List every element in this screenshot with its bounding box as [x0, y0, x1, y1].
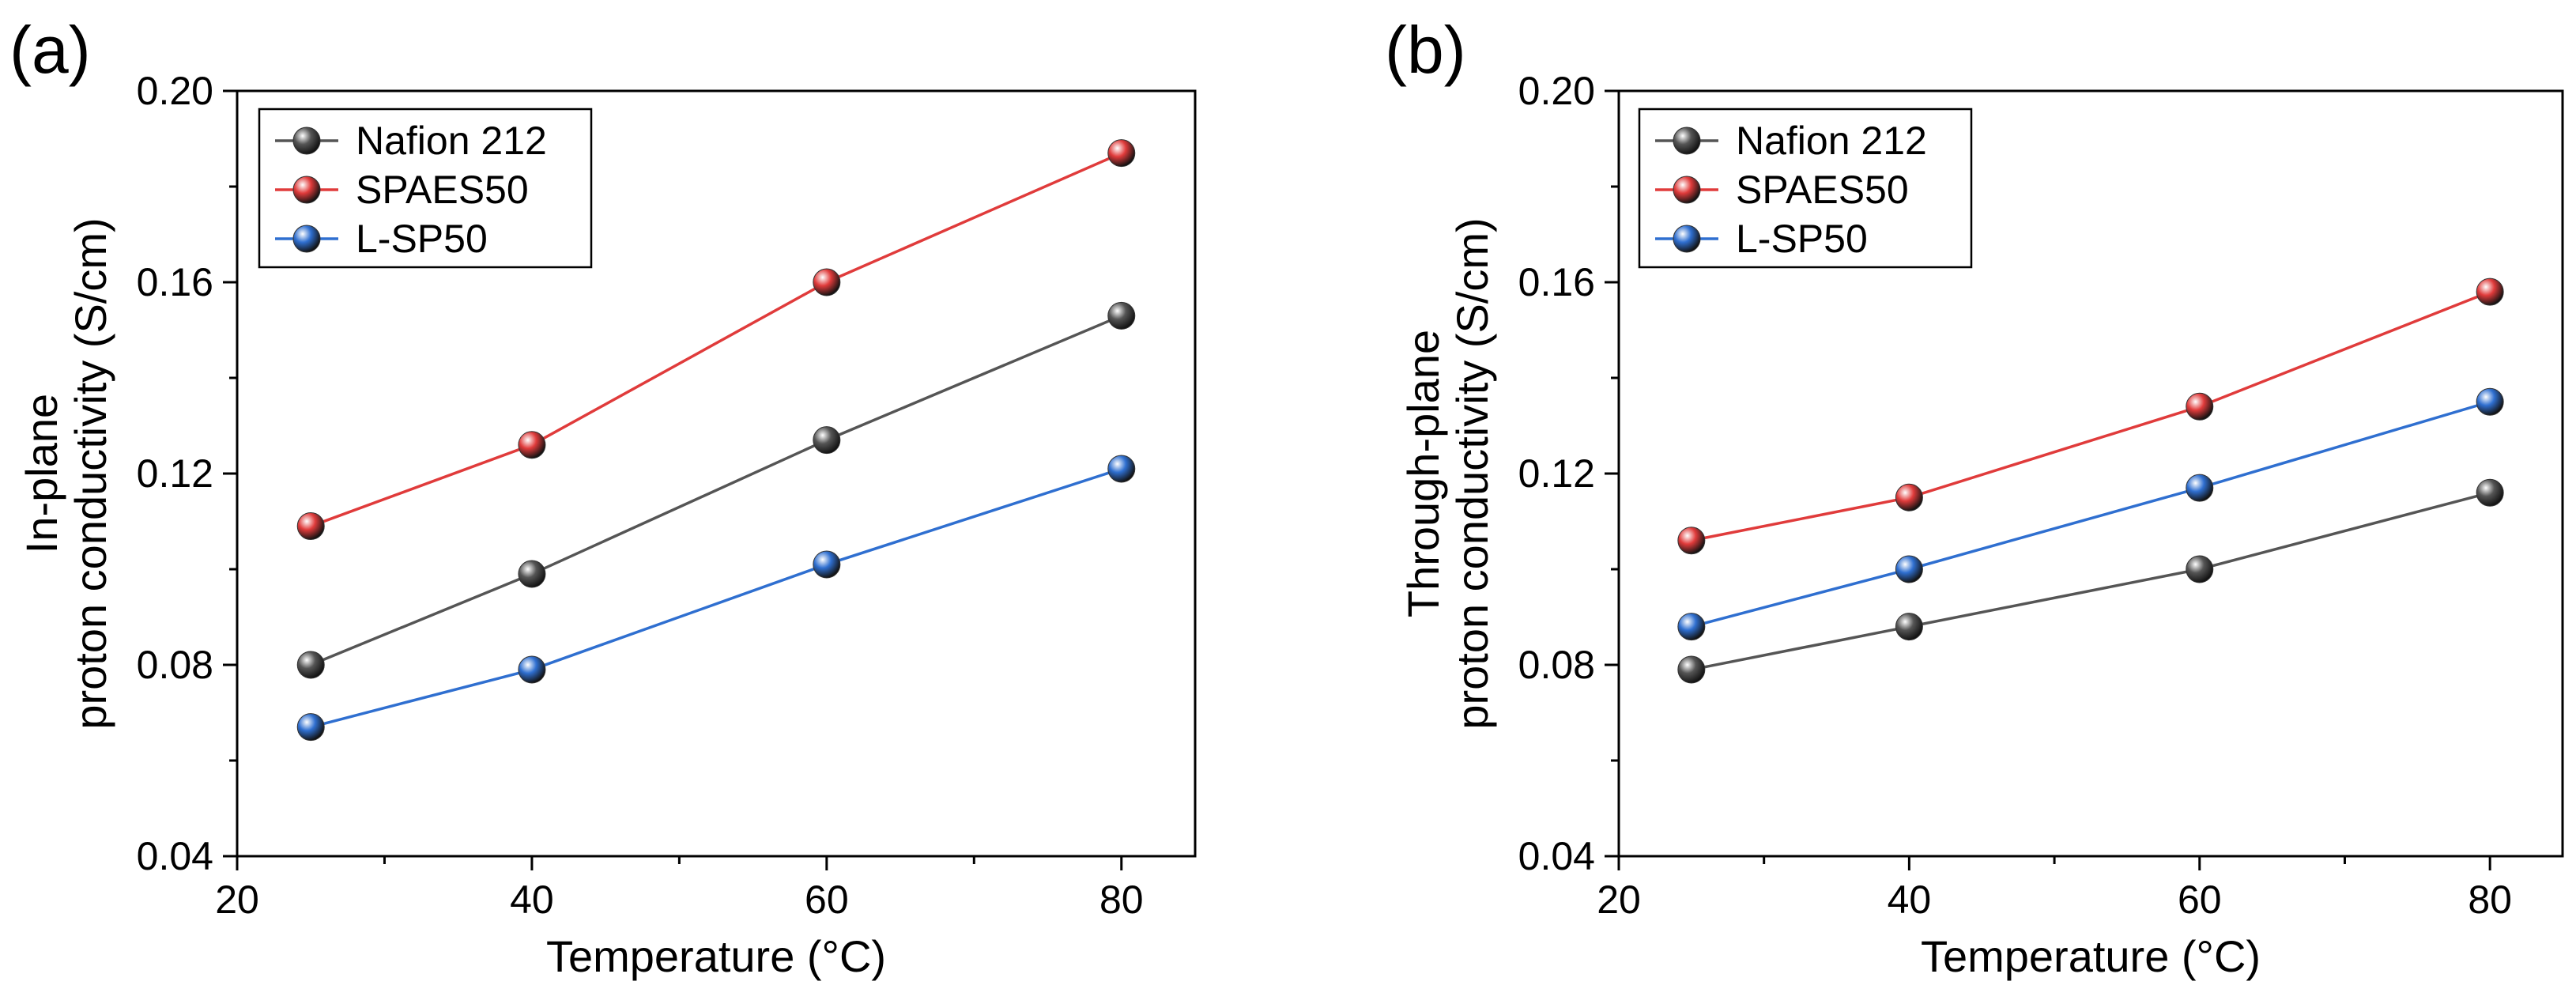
data-point — [296, 512, 325, 541]
data-point — [518, 431, 546, 459]
data-point — [296, 713, 325, 742]
y-tick-label: 0.08 — [1518, 643, 1595, 687]
x-tick-label: 80 — [2468, 878, 2512, 922]
y-tick-label: 0.04 — [1518, 834, 1595, 878]
data-point — [2186, 555, 2214, 583]
y-tick-label: 0.12 — [137, 451, 213, 496]
panel-label: (a) — [9, 13, 91, 87]
y-tick-label: 0.20 — [137, 69, 213, 113]
legend-label: L-SP50 — [1736, 217, 1868, 261]
legend-label: Nafion 212 — [356, 119, 547, 163]
y-axis-title-line-2: proton conductivity (S/cm) — [1447, 217, 1497, 729]
y-tick-label: 0.08 — [137, 643, 213, 687]
series-line — [310, 152, 1122, 528]
data-point — [1107, 455, 1136, 483]
data-point — [518, 655, 546, 684]
data-point — [296, 651, 325, 679]
legend-marker — [292, 176, 321, 204]
x-axis-title: Temperature (°C) — [546, 931, 886, 981]
panel-label: (b) — [1385, 13, 1466, 87]
x-tick-label: 20 — [215, 878, 259, 922]
data-point — [1107, 139, 1136, 168]
data-point — [1895, 613, 1923, 641]
y-tick-label: 0.20 — [1518, 69, 1595, 113]
data-point — [518, 560, 546, 588]
data-point — [1677, 527, 1706, 555]
y-axis-title-line-1: In-plane — [17, 394, 66, 553]
legend-label: SPAES50 — [356, 168, 529, 212]
legend-label: L-SP50 — [356, 217, 488, 261]
data-point — [813, 550, 841, 579]
series-line — [310, 467, 1122, 729]
data-point — [1107, 301, 1136, 330]
series-line — [1691, 400, 2491, 629]
legend-marker — [1673, 126, 1701, 155]
series-line — [1691, 290, 2491, 542]
series-line — [1691, 491, 2491, 671]
y-axis-title-line-2: proton conductivity (S/cm) — [66, 217, 115, 729]
x-tick-label: 60 — [805, 878, 849, 922]
x-tick-label: 40 — [510, 878, 554, 922]
y-axis-title-line-1: Through-plane — [1398, 330, 1448, 617]
legend-marker — [1673, 225, 1701, 253]
y-tick-label: 0.04 — [137, 834, 213, 878]
data-point — [813, 268, 841, 296]
data-point — [2476, 277, 2504, 306]
legend-marker — [292, 126, 321, 155]
y-tick-label: 0.12 — [1518, 451, 1595, 496]
x-tick-label: 80 — [1099, 878, 1144, 922]
chart-panel-a: (a) 20 40 60 80 0.04 0.08 0.12 0.16 0.20 Temperatu… — [9, 13, 1197, 981]
data-point — [2186, 392, 2214, 421]
x-axis-title: Temperature (°C) — [1921, 931, 2261, 981]
data-point — [813, 426, 841, 455]
data-point — [1677, 655, 1706, 684]
y-tick-label: 0.16 — [1518, 260, 1595, 304]
legend-marker — [1673, 176, 1701, 204]
legend-marker — [292, 225, 321, 253]
data-point — [1677, 613, 1706, 641]
y-tick-label: 0.16 — [137, 260, 213, 304]
x-tick-label: 60 — [2178, 878, 2222, 922]
chart-panel-b: (b) 20 40 60 80 0.04 0.08 0.12 0.16 0.20 Temperatu… — [1385, 13, 2564, 981]
legend-label: Nafion 212 — [1736, 119, 1927, 163]
data-point — [2476, 478, 2504, 507]
series-line — [310, 314, 1122, 666]
data-point — [2476, 387, 2504, 416]
legend-label: SPAES50 — [1736, 168, 1909, 212]
data-point — [2186, 474, 2214, 502]
x-tick-label: 20 — [1597, 878, 1641, 922]
data-point — [1895, 555, 1923, 583]
data-point — [1895, 483, 1923, 511]
x-tick-label: 40 — [1888, 878, 1932, 922]
